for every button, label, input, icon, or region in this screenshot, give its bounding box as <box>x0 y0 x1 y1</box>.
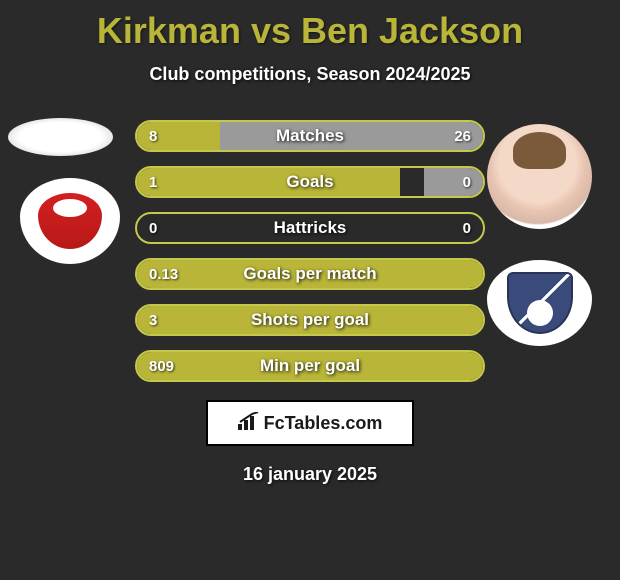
stat-label: Shots per goal <box>251 310 369 330</box>
stat-row-goals-per-match: 0.13 Goals per match <box>135 258 485 290</box>
stat-row-hattricks: 0 Hattricks 0 <box>135 212 485 244</box>
page-title: Kirkman vs Ben Jackson <box>0 0 620 52</box>
stat-label: Min per goal <box>260 356 360 376</box>
watermark: FcTables.com <box>206 400 414 446</box>
chart-icon <box>238 412 260 435</box>
stat-value-left: 0 <box>149 220 157 237</box>
stat-label: Matches <box>276 126 344 146</box>
stat-label: Goals <box>286 172 333 192</box>
stat-fill-left <box>137 168 400 196</box>
season-subtitle: Club competitions, Season 2024/2025 <box>0 64 620 85</box>
stat-value-left: 809 <box>149 358 174 375</box>
stat-row-shots-per-goal: 3 Shots per goal <box>135 304 485 336</box>
stat-value-left: 0.13 <box>149 266 178 283</box>
stat-value-left: 8 <box>149 128 157 145</box>
player1-avatar <box>8 118 113 156</box>
stat-label: Hattricks <box>274 218 347 238</box>
stat-value-right: 0 <box>463 220 471 237</box>
stat-row-matches: 8 Matches 26 <box>135 120 485 152</box>
watermark-text: FcTables.com <box>264 413 383 434</box>
stat-fill-right <box>424 168 483 196</box>
stat-fill-right <box>220 122 483 150</box>
stat-value-left: 1 <box>149 174 157 191</box>
player2-avatar <box>487 124 592 229</box>
date-label: 16 january 2025 <box>0 464 620 485</box>
stat-value-left: 3 <box>149 312 157 329</box>
stat-label: Goals per match <box>243 264 376 284</box>
stat-row-min-per-goal: 809 Min per goal <box>135 350 485 382</box>
stat-row-goals: 1 Goals 0 <box>135 166 485 198</box>
stat-value-right: 0 <box>463 174 471 191</box>
stat-value-right: 26 <box>454 128 471 145</box>
